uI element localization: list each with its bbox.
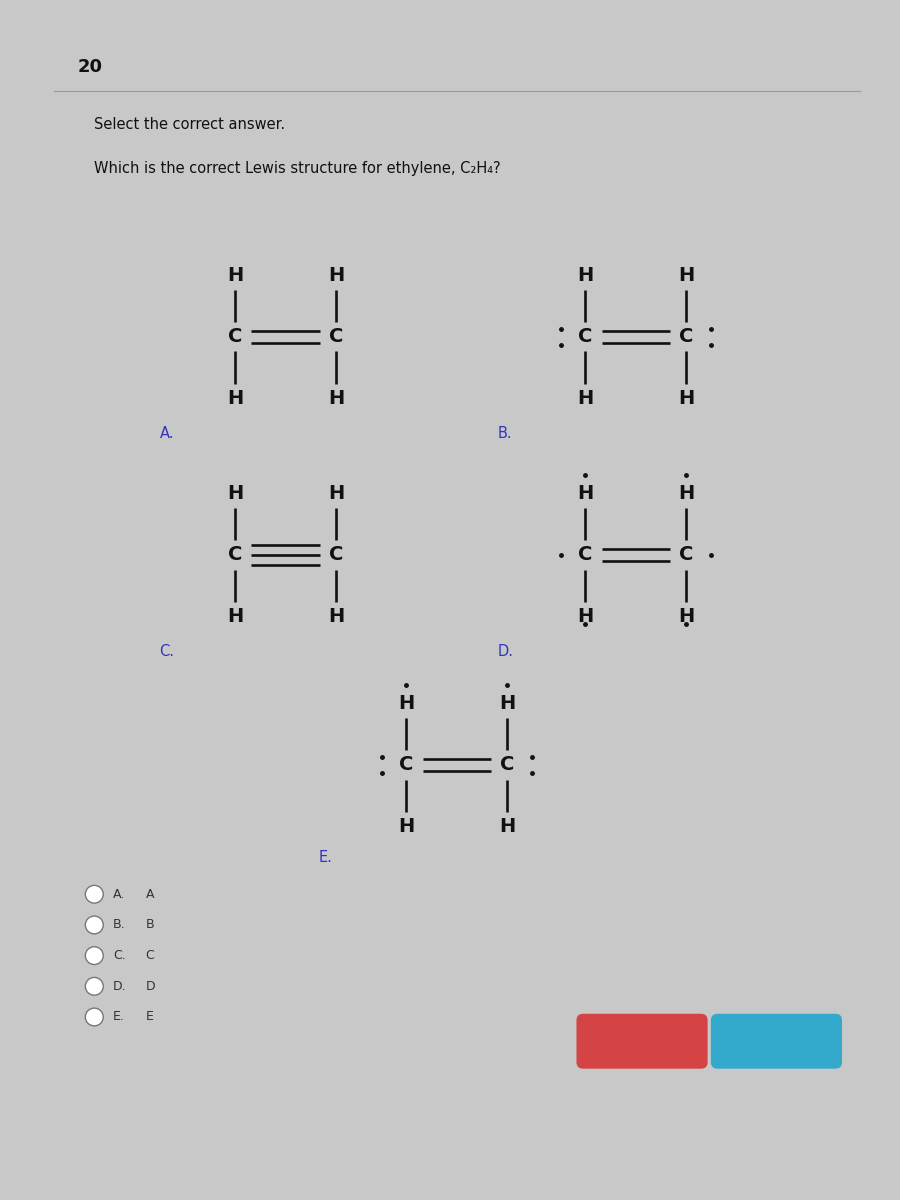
Text: A.: A. bbox=[159, 426, 174, 440]
Text: H: H bbox=[227, 266, 243, 286]
Text: H: H bbox=[328, 607, 345, 625]
FancyBboxPatch shape bbox=[711, 1014, 842, 1069]
Text: D.: D. bbox=[113, 980, 127, 992]
Text: H: H bbox=[398, 695, 414, 713]
Text: Reset: Reset bbox=[620, 1034, 664, 1049]
Text: Select the correct answer.: Select the correct answer. bbox=[94, 118, 285, 132]
Text: H: H bbox=[227, 607, 243, 625]
Text: C: C bbox=[228, 546, 242, 564]
Text: C: C bbox=[329, 328, 344, 347]
Text: H: H bbox=[328, 266, 345, 286]
Text: H: H bbox=[679, 607, 695, 625]
Text: C: C bbox=[680, 328, 694, 347]
Text: E: E bbox=[146, 1010, 154, 1024]
Text: C: C bbox=[146, 949, 155, 962]
Circle shape bbox=[86, 978, 104, 995]
Text: A: A bbox=[146, 888, 154, 901]
Text: H: H bbox=[679, 389, 695, 408]
Text: B: B bbox=[146, 918, 154, 931]
Text: C: C bbox=[329, 546, 344, 564]
Text: C: C bbox=[500, 756, 515, 774]
Text: E.: E. bbox=[319, 850, 332, 865]
Text: C.: C. bbox=[159, 644, 175, 659]
Text: B.: B. bbox=[113, 918, 126, 931]
Circle shape bbox=[86, 916, 104, 934]
Text: C: C bbox=[680, 546, 694, 564]
Text: H: H bbox=[328, 485, 345, 503]
Text: H: H bbox=[577, 266, 594, 286]
Text: Which is the correct Lewis structure for ethylene, C₂H₄?: Which is the correct Lewis structure for… bbox=[94, 161, 501, 176]
Text: H: H bbox=[577, 607, 594, 625]
Text: H: H bbox=[500, 817, 516, 835]
Text: H: H bbox=[227, 389, 243, 408]
Circle shape bbox=[86, 947, 104, 965]
Text: E.: E. bbox=[113, 1010, 125, 1024]
Text: H: H bbox=[398, 817, 414, 835]
Text: C: C bbox=[228, 328, 242, 347]
Text: C: C bbox=[579, 546, 592, 564]
Text: C: C bbox=[399, 756, 413, 774]
Text: 20: 20 bbox=[78, 59, 103, 77]
Text: Next: Next bbox=[758, 1034, 795, 1049]
Text: H: H bbox=[577, 485, 594, 503]
Text: C.: C. bbox=[113, 949, 126, 962]
Text: H: H bbox=[500, 695, 516, 713]
Text: H: H bbox=[328, 389, 345, 408]
Text: D.: D. bbox=[498, 644, 514, 659]
Circle shape bbox=[86, 886, 104, 904]
Circle shape bbox=[86, 1008, 104, 1026]
Text: D: D bbox=[146, 980, 155, 992]
Text: C: C bbox=[579, 328, 592, 347]
Text: A.: A. bbox=[113, 888, 125, 901]
FancyBboxPatch shape bbox=[577, 1014, 707, 1069]
Text: H: H bbox=[577, 389, 594, 408]
Text: H: H bbox=[679, 485, 695, 503]
Text: B.: B. bbox=[498, 426, 512, 440]
Text: H: H bbox=[227, 485, 243, 503]
Text: H: H bbox=[679, 266, 695, 286]
